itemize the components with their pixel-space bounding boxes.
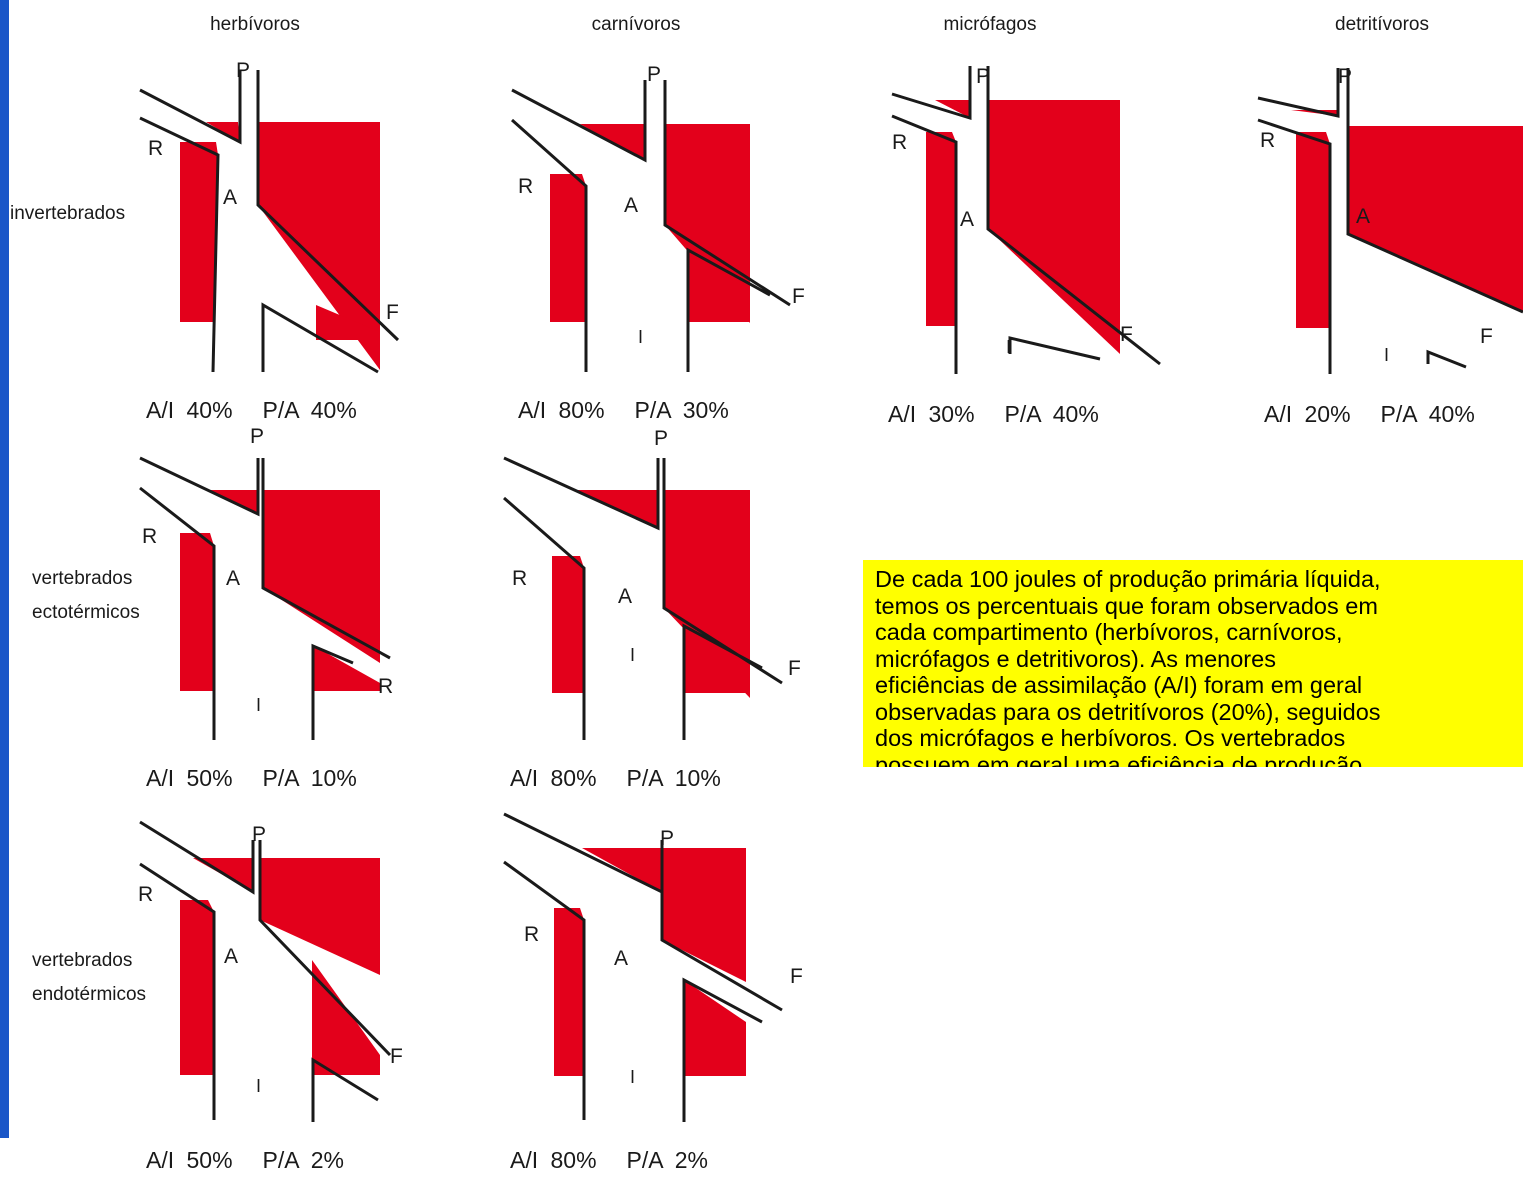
row-header-invertebrados: invertebrados [10,203,126,224]
energy-flow-graphic [503,812,783,1122]
energy-flow-graphic [139,820,392,1122]
slide-left-border [0,0,9,1138]
efficiency-readout: A/I 30% P/A 40% [888,401,1099,427]
efficiency-readout: A/I 50% P/A 2% [146,1147,344,1173]
energy-flow-diagram: P R A I F A/I 30% P/A 40% [870,54,1161,444]
energy-flow-diagram: P R A I F A/I 80% P/A 2% [492,800,803,1190]
row-header-ectotermicos: vertebrados ectotérmicos [32,568,140,623]
energy-flow-diagram: P R A I F A/I 80% P/A 30% [500,50,805,440]
energy-flow-diagram: P R A I R A/I 50% P/A 10% [128,418,418,808]
energy-flow-graphic [139,70,400,374]
column-header-detritivoros: detritívoros [1335,14,1429,35]
column-header-carnivoros: carnívoros [591,14,681,35]
efficiency-readout: A/I 50% P/A 10% [146,765,357,791]
energy-flow-diagram: P R A I F A/I 80% P/A 10% [492,418,801,808]
column-header-herbivoros: herbívoros [210,14,300,35]
energy-flow-graphic [891,66,1161,374]
energy-flow-graphic [503,456,783,740]
energy-flow-diagram: P R A I F A/I 20% P/A 40% [1246,54,1523,444]
energy-flow-diagram: P R A I F A/I 40% P/A 40% [128,50,418,440]
energy-flow-graphic [1257,68,1523,374]
efficiency-readout: A/I 80% P/A 2% [510,1147,708,1173]
energy-flow-diagram: P R A I F A/I 50% P/A 2% [128,800,418,1190]
efficiency-readout: A/I 80% P/A 30% [518,397,729,423]
efficiency-readout: A/I 80% P/A 10% [510,765,721,791]
column-header-microfagos: micrófagos [943,14,1037,35]
row-header-endotermicos: vertebrados endotérmicos [32,950,147,1005]
efficiency-readout: A/I 20% P/A 40% [1264,401,1475,427]
energy-flow-graphic [139,456,391,740]
efficiency-readout: A/I 40% P/A 40% [146,397,357,423]
energy-flow-graphic [511,80,791,372]
explanation-note: De cada 100 joules of produção primária … [863,560,1523,767]
